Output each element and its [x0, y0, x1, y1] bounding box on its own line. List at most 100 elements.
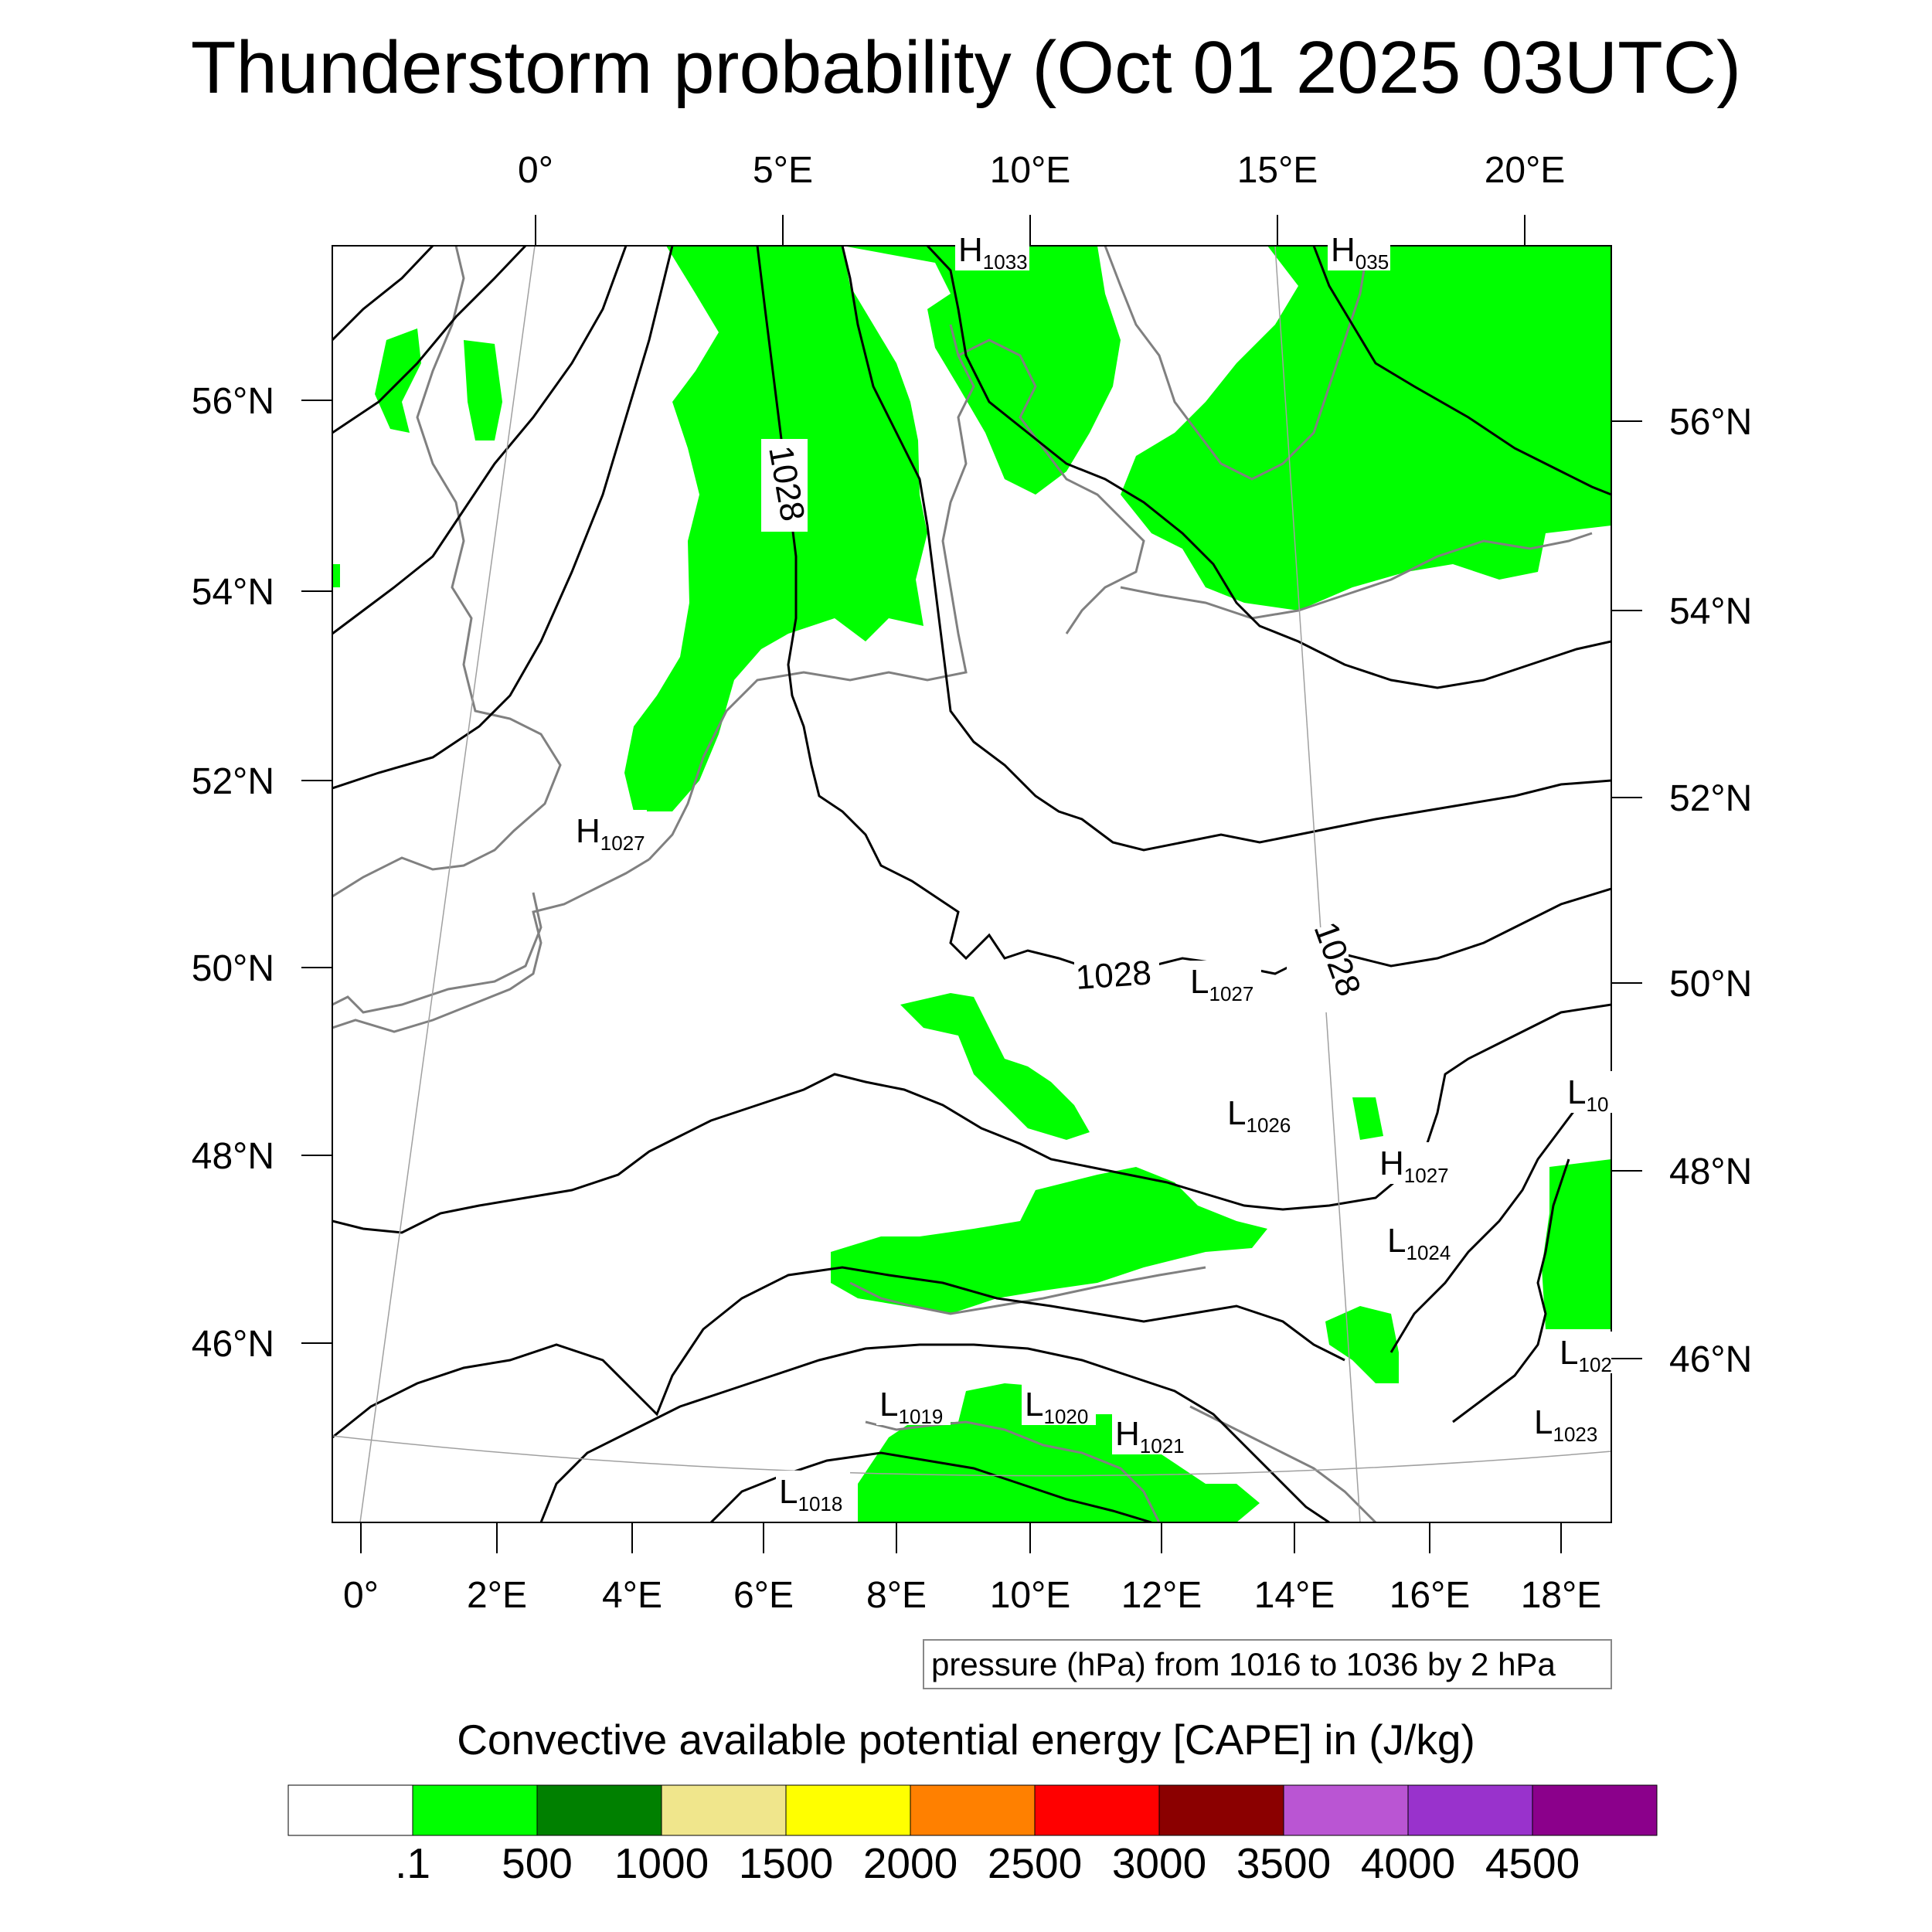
pressure-center-value: 1023 — [1553, 1423, 1597, 1446]
bottom-lon-label: 2°E — [467, 1575, 527, 1616]
isobar-po — [709, 1451, 1152, 1522]
colorbar-box — [1407, 1784, 1533, 1836]
cape-area-scotland — [375, 328, 421, 433]
pressure-center-value: 10 — [1586, 1093, 1608, 1116]
pressure-center-low: L1027 — [1187, 961, 1261, 1005]
contour-info-frame — [923, 1639, 1612, 1689]
cape-area-denmark — [842, 246, 1121, 495]
cape-area-south-patch — [1352, 1097, 1383, 1140]
colorbar-label: 1000 — [614, 1839, 709, 1887]
colorbar-labels: .1 500 1000 1500 2000 2500 3000 3500 4000 4500 — [395, 1839, 1580, 1887]
meridian-15e — [1274, 246, 1361, 1522]
colorbar-box — [661, 1784, 787, 1836]
pressure-center-high: H1027 — [1376, 1142, 1451, 1187]
pressure-center-low: L1024 — [1384, 1219, 1458, 1264]
isobar-label-bg-1 — [761, 439, 808, 532]
colorbar-title: Convective available potential energy [C… — [457, 1716, 1475, 1764]
cape-area-east-edge — [1542, 1159, 1611, 1329]
left-lat-label: 46°N — [192, 1324, 274, 1365]
cape-area-po-valley — [858, 1383, 1260, 1522]
top-lon-label: 0° — [518, 150, 553, 191]
coast-adriatic — [1189, 1405, 1377, 1522]
colorbar-label: 1500 — [739, 1839, 833, 1887]
bottom-lon-label: 4°E — [602, 1575, 662, 1616]
graticule — [332, 246, 1611, 1522]
colorbar-box — [910, 1784, 1036, 1836]
cape-area-alps-north — [831, 1167, 1267, 1314]
coast-france-channel — [332, 858, 650, 1033]
isobar-labels: 1028 1028 1028 — [761, 439, 1368, 1012]
bottom-lon-labels: 0° 2°E 4°E 6°E 8°E 10°E 12°E 14°E 16°E 1… — [343, 1575, 1601, 1616]
pressure-center-value: 1024 — [1406, 1241, 1451, 1264]
coast-ligurian — [865, 1420, 1161, 1522]
pressure-center-bg — [876, 1383, 951, 1425]
coast-great-britain-south — [332, 892, 543, 1014]
pressure-center-value: 1027 — [1209, 982, 1253, 1005]
pressure-center-value: 102 — [1578, 1353, 1611, 1376]
pressure-center-high: H035 — [1328, 229, 1390, 274]
pressure-center-low: L1019 — [876, 1383, 951, 1428]
pressure-center-bg — [1022, 1383, 1096, 1425]
contour-info-box: pressure (hPa) from 1016 to 1036 by 2 hP… — [923, 1639, 1612, 1689]
isobar-w1 — [332, 246, 434, 342]
cape-area-north-isle — [464, 340, 502, 440]
right-lat-label: 46°N — [1669, 1339, 1752, 1380]
pressure-center-value: 1026 — [1246, 1114, 1291, 1137]
cape-area-bavaria — [900, 993, 1090, 1140]
left-lat-label: 48°N — [192, 1136, 274, 1177]
pressure-center-value: 1033 — [983, 250, 1028, 274]
pressure-center-low: L1020 — [1022, 1383, 1096, 1428]
bottom-lon-label: 16°E — [1389, 1575, 1471, 1616]
right-lat-label: 54°N — [1669, 591, 1752, 632]
coast-alps-lakes — [849, 1266, 1206, 1315]
map-panel — [332, 245, 1612, 1523]
coast-sweden — [1104, 246, 1369, 481]
pressure-center-value: 035 — [1355, 250, 1389, 274]
cape-area-hungary — [1325, 1306, 1399, 1383]
pressure-center-bg — [1187, 961, 1261, 1002]
bottom-lon-label: 18°E — [1521, 1575, 1602, 1616]
colorbar-box — [1532, 1784, 1658, 1836]
pressure-center-bg — [955, 229, 1029, 270]
right-lat-label: 50°N — [1669, 964, 1752, 1005]
bottom-lon-label: 0° — [343, 1575, 379, 1616]
isobar-e3 — [1312, 246, 1611, 496]
pressure-center-low: L1018 — [776, 1471, 850, 1515]
pressure-center-high: H1021 — [1112, 1413, 1186, 1458]
pressure-center-bg — [1564, 1071, 1615, 1113]
isobar-w2 — [332, 246, 527, 434]
isobar-w3 — [332, 246, 628, 635]
pressure-center-bg — [1328, 229, 1390, 270]
bottom-lon-label: 8°E — [866, 1575, 927, 1616]
coastlines — [332, 246, 1593, 1522]
left-lat-label: 50°N — [192, 948, 274, 989]
pressure-center-bg — [1224, 1092, 1298, 1134]
left-lat-label: 52°N — [192, 761, 274, 802]
isobar-w4 — [332, 246, 674, 790]
right-lat-label: 52°N — [1669, 778, 1752, 819]
isobar-alps-2 — [539, 1343, 1330, 1522]
isobars — [332, 246, 1611, 1522]
cape-area-west-edge — [332, 564, 340, 587]
colorbar-label: 500 — [502, 1839, 573, 1887]
colorbar-label: 3500 — [1236, 1839, 1331, 1887]
pressure-center-bg — [1376, 1142, 1451, 1184]
pressure-center-value: 1020 — [1043, 1405, 1088, 1428]
colorbar-box — [1034, 1784, 1160, 1836]
colorbar-label: 2000 — [863, 1839, 957, 1887]
contour-info-text: pressure (hPa) from 1016 to 1036 by 2 hP… — [931, 1646, 1556, 1682]
pressure-center-value: 1021 — [1140, 1434, 1185, 1458]
pressure-center-value: 1018 — [798, 1492, 842, 1515]
left-lat-label: 56°N — [192, 381, 274, 422]
pressure-center-value: 1019 — [898, 1405, 943, 1428]
right-lat-labels: 56°N 54°N 52°N 50°N 48°N 46°N — [1669, 402, 1752, 1380]
colorbar: Convective available potential energy [C… — [287, 1716, 1658, 1887]
tick-marks — [301, 215, 1642, 1553]
bottom-lon-label: 10°E — [990, 1575, 1071, 1616]
pressure-center-high: H1033 — [955, 229, 1029, 274]
pressure-center-value: 1027 — [1404, 1164, 1449, 1187]
pressure-center-label: H1033 — [958, 231, 1028, 274]
isobar-east-low-2 — [1452, 1158, 1570, 1423]
pressure-center-bg — [573, 810, 647, 852]
isobar-central — [332, 1003, 1611, 1234]
